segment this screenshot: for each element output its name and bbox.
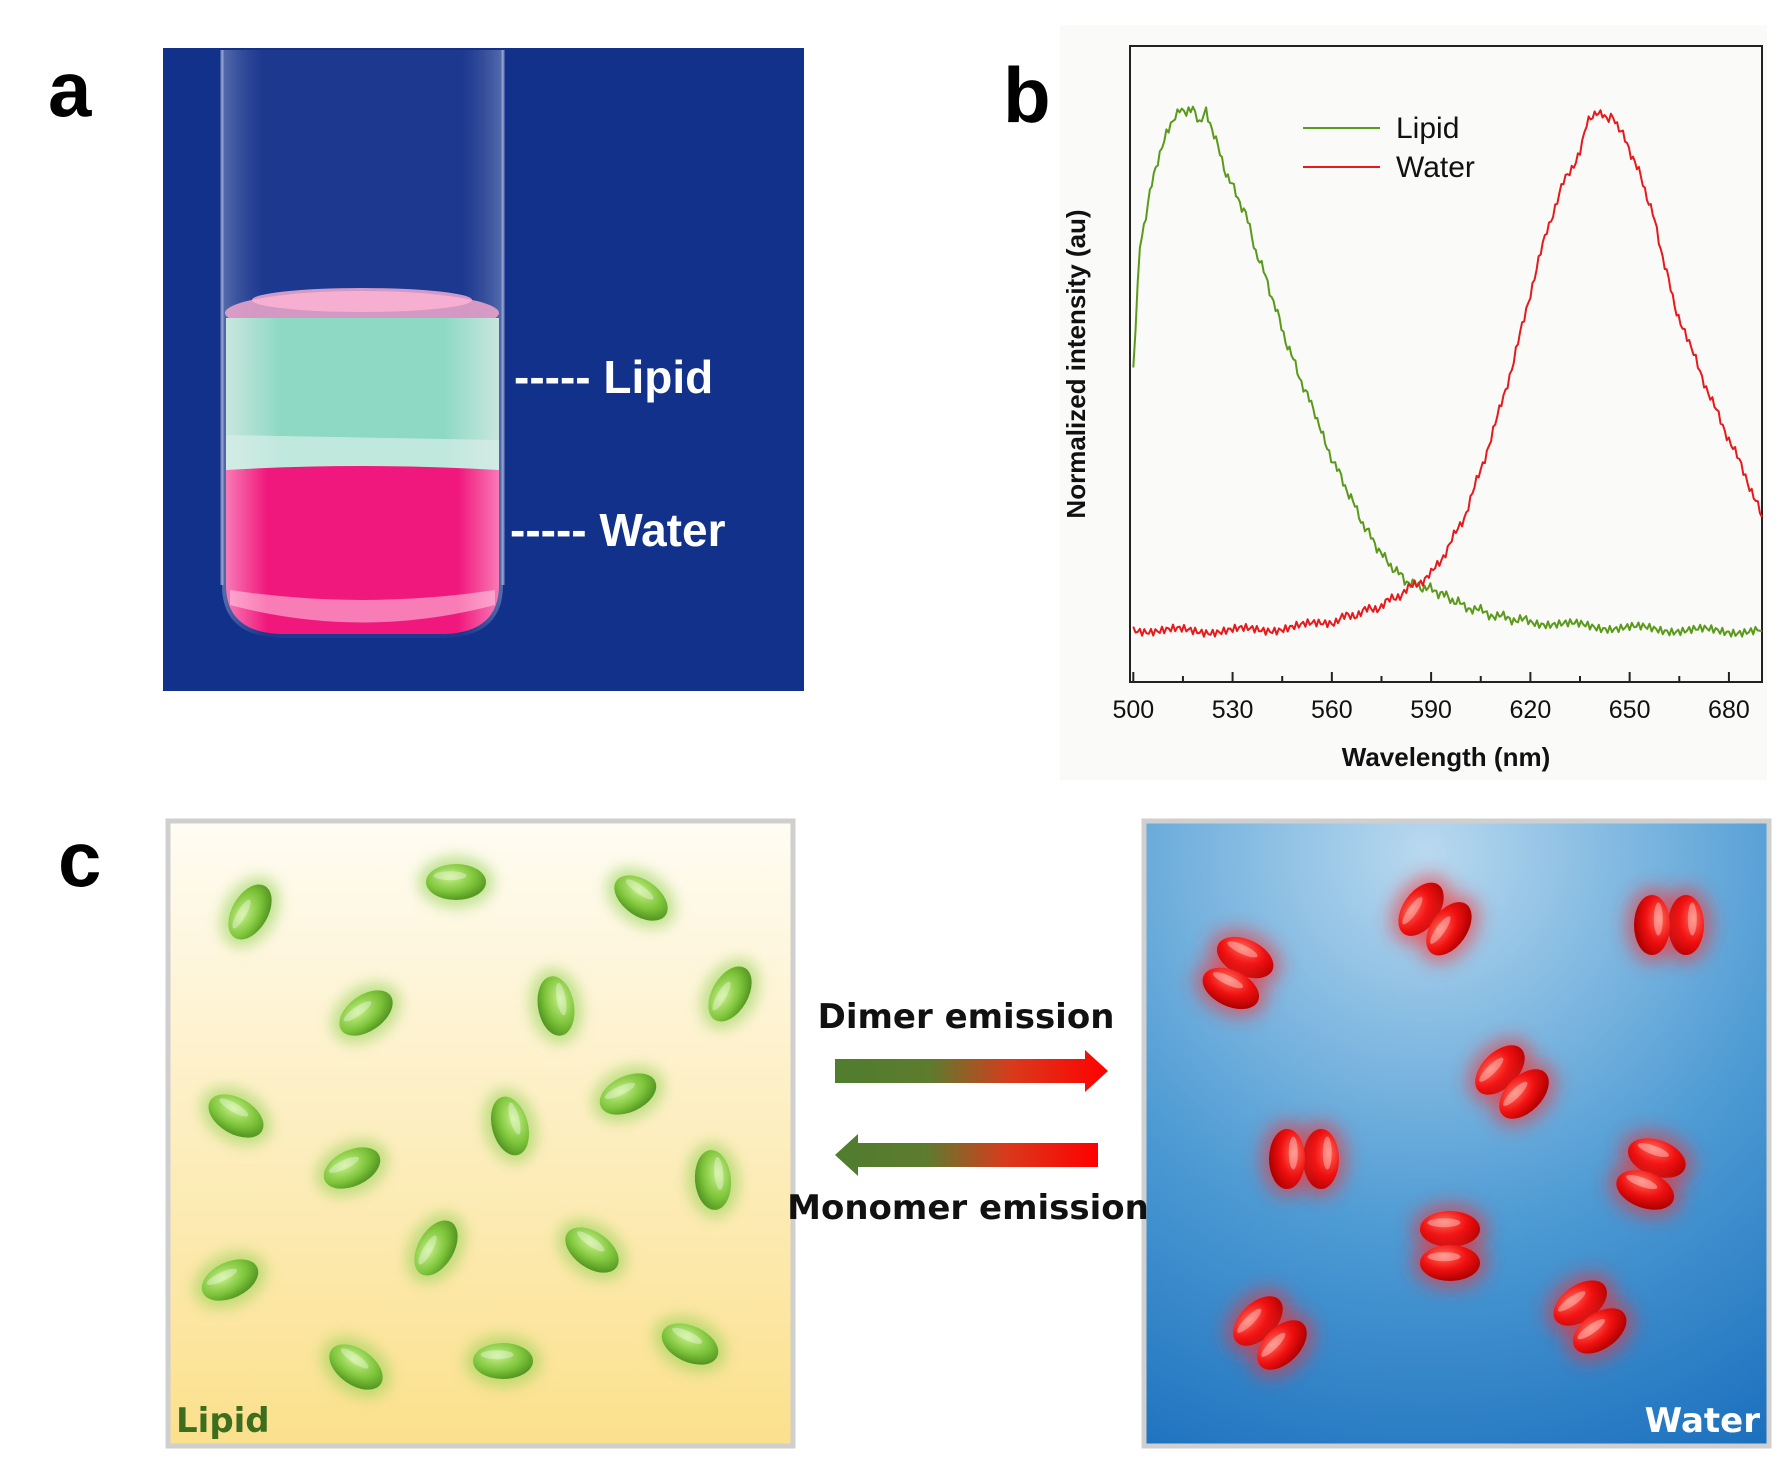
dimer-molecule xyxy=(1261,1121,1313,1197)
chart-legend: Lipid Water xyxy=(1303,112,1475,184)
dimer-molecule xyxy=(1467,1037,1533,1103)
x-tick-label: 530 xyxy=(1212,696,1254,724)
dimer-emission-arrow xyxy=(835,1050,1108,1092)
dimer-molecule xyxy=(1412,1237,1488,1289)
dimer-molecule xyxy=(1418,894,1480,964)
monomer-molecule xyxy=(418,856,494,908)
dimer-pair xyxy=(1390,874,1480,964)
lipid-layer-label: ----- Lipid xyxy=(514,351,713,403)
monomer-emission-label: Monomer emission xyxy=(787,1188,1149,1228)
series-line-lipid xyxy=(1132,105,1763,638)
series-line-water xyxy=(1132,109,1763,638)
x-tick-label: 650 xyxy=(1609,696,1651,724)
legend-label-lipid: Lipid xyxy=(1396,112,1459,145)
emission-spectrum-chart: 500 530 560 590 620 650 680 Wavelength (nm) No… xyxy=(1060,25,1767,780)
monomer-molecule xyxy=(321,1336,391,1398)
x-tick-label: 620 xyxy=(1510,696,1552,724)
monomer-molecule xyxy=(483,1088,537,1164)
panel-label-b: b xyxy=(1003,51,1051,139)
dimer-pair xyxy=(1225,1288,1315,1378)
monomer-molecule xyxy=(200,1086,272,1146)
panel-label-c: c xyxy=(58,815,102,903)
dimer-emission-label: Dimer emission xyxy=(818,997,1115,1037)
dimer-pair xyxy=(1194,929,1282,1017)
monomer-emission-arrow xyxy=(835,1134,1098,1176)
monomer-molecule xyxy=(606,867,676,929)
panel-label-a: a xyxy=(48,45,92,133)
legend-label-water: Water xyxy=(1396,151,1475,184)
monomer-molecule xyxy=(653,1315,727,1373)
dimer-molecule xyxy=(1608,1162,1682,1218)
water-layer-label: ----- Water xyxy=(510,504,726,556)
dimer-pair xyxy=(1261,1121,1347,1197)
monomer-molecule xyxy=(406,1212,466,1284)
dimer-molecule xyxy=(1194,959,1267,1017)
monomer-molecule xyxy=(557,1219,627,1281)
x-axis-ticks: 500 530 560 590 620 650 680 xyxy=(1112,672,1750,724)
water-layer xyxy=(226,466,499,634)
monomer-molecule xyxy=(193,1251,267,1309)
x-tick-label: 500 xyxy=(1112,696,1154,724)
water-box-label: Water xyxy=(1645,1401,1761,1441)
dimer-molecule xyxy=(1626,887,1678,963)
x-tick-label: 590 xyxy=(1410,696,1452,724)
monomer-molecule xyxy=(220,876,280,948)
vial-photo xyxy=(163,48,804,691)
series-layer xyxy=(1132,105,1763,638)
monomer-molecule xyxy=(465,1335,541,1387)
monomer-molecule xyxy=(315,1139,389,1197)
monomer-molecule xyxy=(700,958,760,1030)
monomer-molecule xyxy=(591,1065,665,1123)
x-axis-label: Wavelength (nm) xyxy=(1342,742,1550,772)
chart-background xyxy=(1060,25,1767,780)
monomer-molecule xyxy=(331,982,401,1044)
monomer-molecule xyxy=(529,968,583,1044)
dimer-pair xyxy=(1545,1272,1635,1362)
dimer-group xyxy=(1194,874,1712,1378)
dimer-molecule xyxy=(1491,1061,1557,1127)
monomer-molecule xyxy=(686,1142,740,1218)
lipid-box-label: Lipid xyxy=(176,1401,270,1441)
dimer-molecule xyxy=(1565,1300,1635,1362)
x-tick-label: 560 xyxy=(1311,696,1353,724)
dimer-pair xyxy=(1412,1203,1488,1289)
y-axis-label: Normalized intensity (au) xyxy=(1061,209,1091,518)
dimer-molecule xyxy=(1249,1312,1315,1378)
x-tick-label: 680 xyxy=(1708,696,1750,724)
plot-frame xyxy=(1129,45,1763,683)
dimer-pair xyxy=(1467,1037,1557,1127)
monomer-group xyxy=(193,856,760,1398)
lipid-layer xyxy=(226,318,499,472)
dimer-pair xyxy=(1626,887,1712,963)
dimer-pair xyxy=(1608,1130,1694,1218)
